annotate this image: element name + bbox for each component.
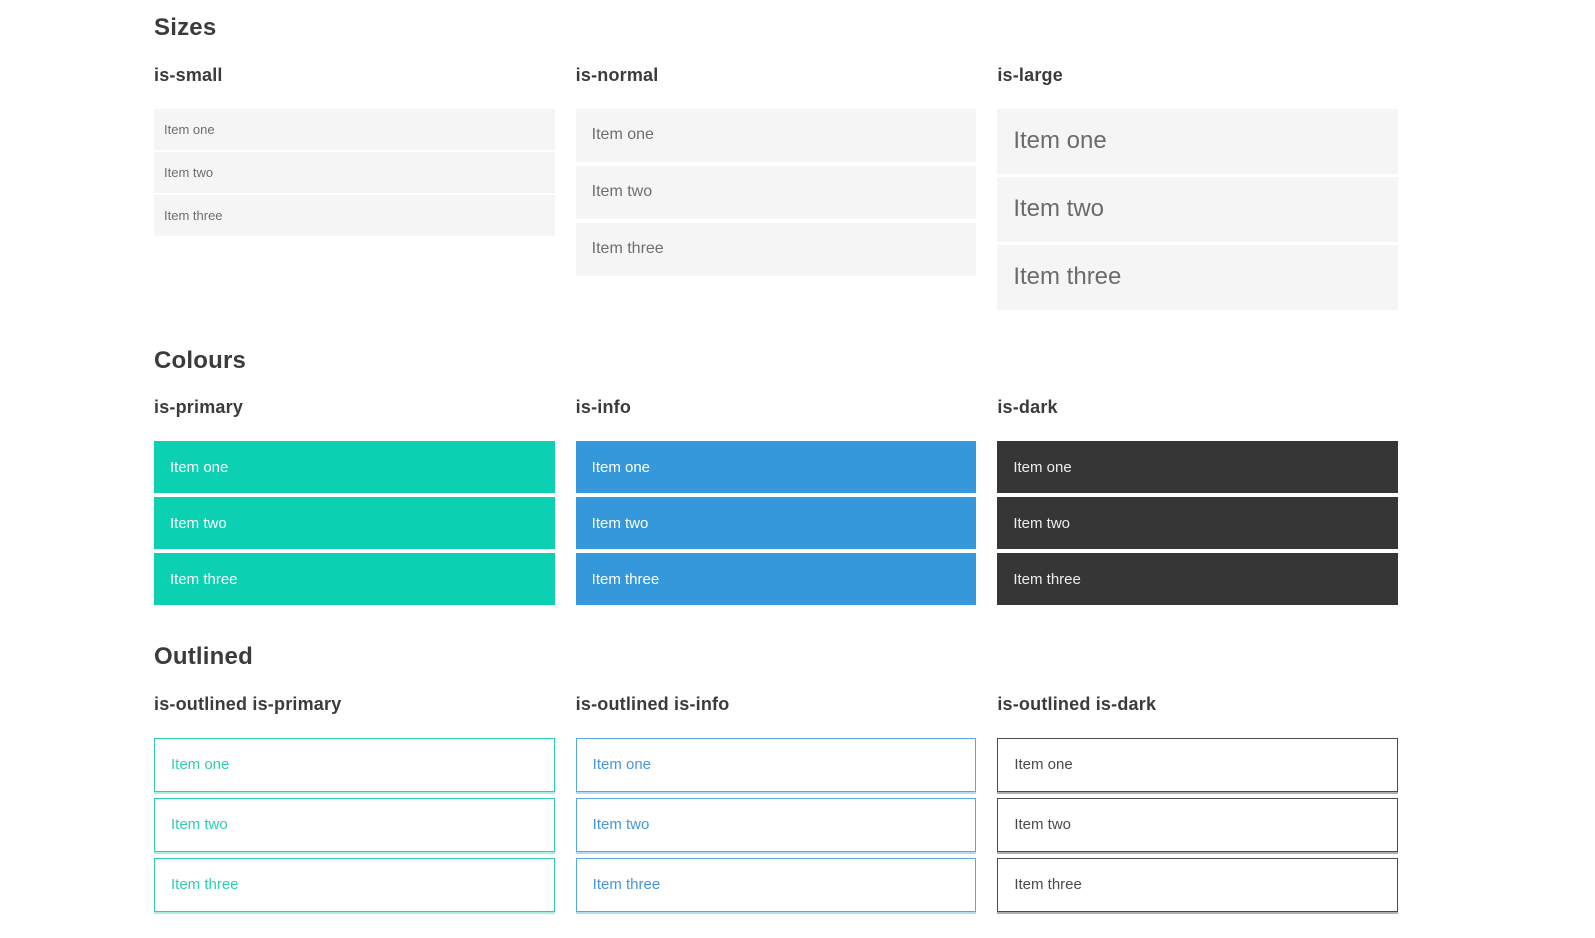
list-is-info: Item one Item two Item three [575, 441, 977, 606]
group-label-is-large: is-large [997, 64, 1063, 85]
list-item[interactable]: Item three [997, 857, 1398, 912]
list-item[interactable]: Item three [154, 857, 555, 912]
group-is-outlined-is-dark: is-outlined is-dark Item one Item two It… [997, 693, 1398, 918]
section-title-sizes: Sizes [154, 14, 217, 41]
group-is-primary: is-primary Item one Item two Item three [154, 398, 555, 609]
colours-groups: is-primary Item one Item two Item three … [154, 398, 1398, 609]
list-item[interactable]: Item two [154, 151, 555, 193]
list-item[interactable]: Item two [997, 797, 1398, 852]
list-item[interactable]: Item three [154, 553, 555, 606]
group-is-large: is-large Item one Item two Item three [997, 64, 1398, 313]
section-title-outlined: Outlined [154, 643, 253, 671]
list-item[interactable]: Item one [575, 108, 977, 162]
group-is-info: is-info Item one Item two Item three [575, 397, 977, 609]
group-label-is-normal: is-normal [575, 64, 659, 85]
list-item[interactable]: Item one [154, 441, 555, 494]
group-label-is-small: is-small [154, 64, 223, 85]
section-title-colours: Colours [154, 346, 247, 374]
list-item[interactable]: Item three [997, 553, 1398, 606]
list-item[interactable]: Item one [997, 108, 1398, 174]
list-item[interactable]: Item two [154, 497, 555, 550]
group-is-dark: is-dark Item one Item two Item three [997, 398, 1398, 609]
list-item[interactable]: Item one [154, 108, 555, 150]
list-item[interactable]: Item two [154, 797, 555, 852]
list-item[interactable]: Item two [997, 497, 1398, 550]
list-is-outlined-is-dark: Item one Item two Item three [997, 737, 1398, 912]
list-is-outlined-is-info: Item one Item two Item three [575, 737, 977, 912]
group-is-outlined-is-info: is-outlined is-info Item one Item two It… [575, 693, 977, 918]
group-label-is-primary: is-primary [154, 397, 244, 418]
list-is-small: Item one Item two Item three [154, 108, 555, 236]
list-is-outlined-is-primary: Item one Item two Item three [154, 737, 555, 912]
section-sizes: Sizes is-small Item one Item two Item th… [154, 14, 1398, 313]
list-is-dark: Item one Item two Item three [997, 441, 1398, 606]
list-item[interactable]: Item three [575, 553, 977, 606]
list-item[interactable]: Item one [575, 737, 977, 792]
list-item[interactable]: Item two [575, 165, 977, 219]
section-outlined: Outlined is-outlined is-primary Item one… [154, 643, 1398, 918]
list-item[interactable]: Item three [575, 857, 977, 912]
group-is-normal: is-normal Item one Item two Item three [575, 64, 977, 280]
list-item[interactable]: Item one [997, 737, 1398, 792]
list-item[interactable]: Item three [997, 244, 1398, 310]
list-item[interactable]: Item one [154, 737, 555, 792]
group-label-is-outlined-is-dark: is-outlined is-dark [997, 693, 1157, 714]
outlined-groups: is-outlined is-primary Item one Item two… [154, 693, 1398, 918]
group-label-is-outlined-is-primary: is-outlined is-primary [154, 693, 342, 714]
section-colours: Colours is-primary Item one Item two Ite… [154, 347, 1398, 610]
group-label-is-info: is-info [575, 397, 632, 418]
list-item[interactable]: Item three [154, 194, 555, 236]
list-item[interactable]: Item two [575, 797, 977, 852]
group-is-small: is-small Item one Item two Item three [154, 64, 555, 238]
list-item[interactable]: Item one [575, 441, 977, 494]
list-is-primary: Item one Item two Item three [154, 441, 555, 606]
sizes-groups: is-small Item one Item two Item three is… [154, 64, 1398, 313]
list-item[interactable]: Item three [575, 222, 977, 276]
list-is-normal: Item one Item two Item three [575, 108, 977, 276]
group-label-is-outlined-is-info: is-outlined is-info [575, 693, 730, 714]
list-item[interactable]: Item two [997, 176, 1398, 242]
group-label-is-dark: is-dark [997, 397, 1058, 418]
group-is-outlined-is-primary: is-outlined is-primary Item one Item two… [154, 693, 555, 918]
list-item[interactable]: Item one [997, 441, 1398, 494]
list-is-large: Item one Item two Item three [997, 108, 1398, 310]
list-item[interactable]: Item two [575, 497, 977, 550]
